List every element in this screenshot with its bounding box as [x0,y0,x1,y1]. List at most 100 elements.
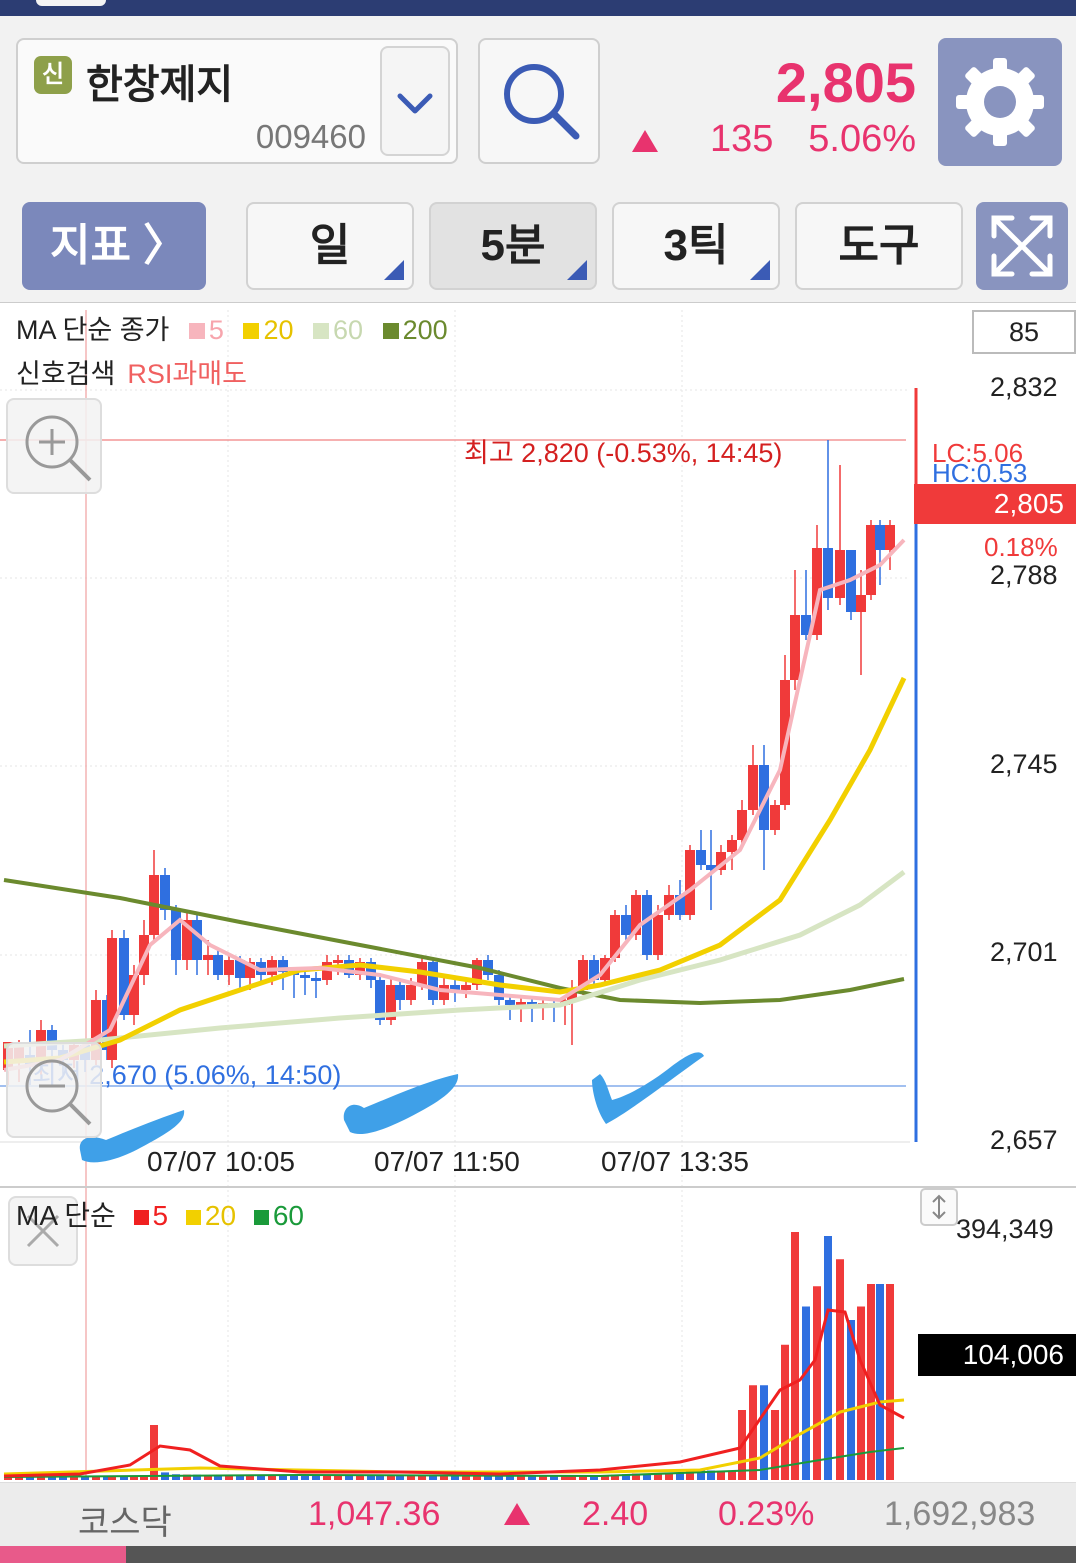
corner-triangle-icon [567,260,587,280]
zoom-in-button[interactable] [6,398,102,494]
high-annotation: 최고 2,820 (-0.53%, 14:45) [464,438,782,468]
candle-body [386,985,396,1020]
volume-bar [345,1476,353,1480]
y-axis-label: 2,745 [990,749,1058,779]
volume-bar [193,1474,201,1480]
indicator-value-box[interactable]: 85 [972,310,1076,354]
volume-bar [120,1475,128,1480]
zoom-in-icon [25,415,92,482]
vol-ma5-period: 5 [152,1200,169,1231]
expand-button[interactable] [976,202,1068,290]
volume-bar [857,1306,865,1480]
tab-tools[interactable]: 도구 [795,202,963,290]
settings-button[interactable] [938,38,1062,166]
candle-body [727,840,737,852]
volume-bar [290,1476,298,1480]
candle-body [395,985,405,1000]
volume-bar [528,1476,536,1480]
index-name: 코스닥 [78,1504,172,1542]
volume-bar [728,1470,736,1480]
ma5-period: 5 [208,315,224,345]
volume-max-label: 394,349 [956,1214,1054,1244]
volume-bar [387,1476,395,1480]
tab-5min[interactable]: 5분 [429,202,597,290]
volume-ma-legend[interactable]: MA 단순 5 20 60 [16,1194,304,1234]
x-axis-date: 07/07 10:05 [147,1146,295,1177]
corner-triangle-icon [750,260,770,280]
candle-body [439,985,449,1000]
candle-body [696,850,706,865]
signal-search[interactable]: 신호검색 RSI과매도 [16,352,247,391]
zoom-out-button[interactable] [6,1042,102,1138]
candle-body [885,525,895,550]
candle-body [428,962,438,1000]
x-axis-date: 07/07 11:50 [374,1146,520,1177]
volume-bar [665,1473,673,1480]
volume-bar [418,1476,426,1480]
stock-name: 한창제지 [86,63,234,107]
candle-body [245,962,255,978]
pane-resize-button[interactable] [920,1188,958,1226]
volume-bar [150,1425,158,1480]
ma5-line [3,538,906,1072]
candle-body [631,895,641,935]
ma60-period: 60 [333,315,364,345]
up-triangle-icon [632,130,658,152]
resize-arrows-icon [932,1194,946,1220]
volume-bar [103,1476,111,1480]
candle-body [748,765,758,810]
index-percent: 0.23% [718,1495,815,1533]
volume-bar [451,1476,459,1480]
volume-bar [791,1232,799,1480]
annotation-checkmarks [79,1052,704,1163]
tab-daily[interactable]: 일 [246,202,414,290]
indicator-button[interactable]: 지표 〉 [22,202,206,290]
y-axis-label: 2,788 [990,560,1058,590]
volume-bar [847,1320,855,1480]
volume-bar [225,1476,233,1480]
current-price: 2,805 [775,51,916,114]
vol-ma60-line [3,1447,905,1478]
volume-bar [367,1476,375,1480]
index-volume: 1,692,983 [884,1495,1036,1533]
candle-body [47,1030,57,1050]
volume-bar [686,1471,694,1480]
corner-triangle-icon [384,260,404,280]
candle-body [875,525,885,550]
signal-value: RSI과매도 [127,359,247,389]
current-price-tag: 2,805 [914,484,1076,524]
search-button[interactable] [478,38,600,164]
volume-bar [836,1259,844,1480]
tab-tools-label: 도구 [838,221,920,270]
candle-body [129,975,139,1015]
stock-dropdown-button[interactable] [380,46,450,156]
volume-bar [473,1476,481,1480]
candle-body [812,548,822,635]
candle-body [355,962,365,975]
volume-bar [760,1385,768,1480]
close-pane-button[interactable] [8,1196,78,1266]
close-icon [26,1214,60,1248]
candle-body [621,915,631,935]
volume-bar [268,1476,276,1480]
navigation-bar [0,1546,1076,1563]
volume-bar [717,1471,725,1480]
nav-accent [0,1546,126,1563]
candle-body [516,1002,526,1005]
stock-code: 009460 [255,118,366,155]
candle-body [483,960,493,975]
volume-bar [517,1476,525,1480]
pane-divider[interactable] [0,1186,1076,1188]
candle-body [685,850,695,915]
volume-bar [81,1476,89,1480]
volume-bar [396,1476,404,1480]
ma-legend[interactable]: MA 단순 종가 5 20 60 200 [16,308,448,347]
candle-body [770,805,780,830]
market-index-bar[interactable]: 코스닥 1,047.36 2.40 0.23% 1,692,983 [0,1482,1076,1547]
stock-selector[interactable]: 신 한창제지 009460 [16,38,458,164]
volume-bar [506,1476,514,1480]
volume-bar [48,1476,56,1480]
volume-bar [601,1476,609,1480]
chart-canvas[interactable]: 최고 2,820 (-0.53%, 14:45) 최저 2,670 (5.06%… [0,302,1076,1482]
tab-3tick[interactable]: 3틱 [612,202,780,290]
